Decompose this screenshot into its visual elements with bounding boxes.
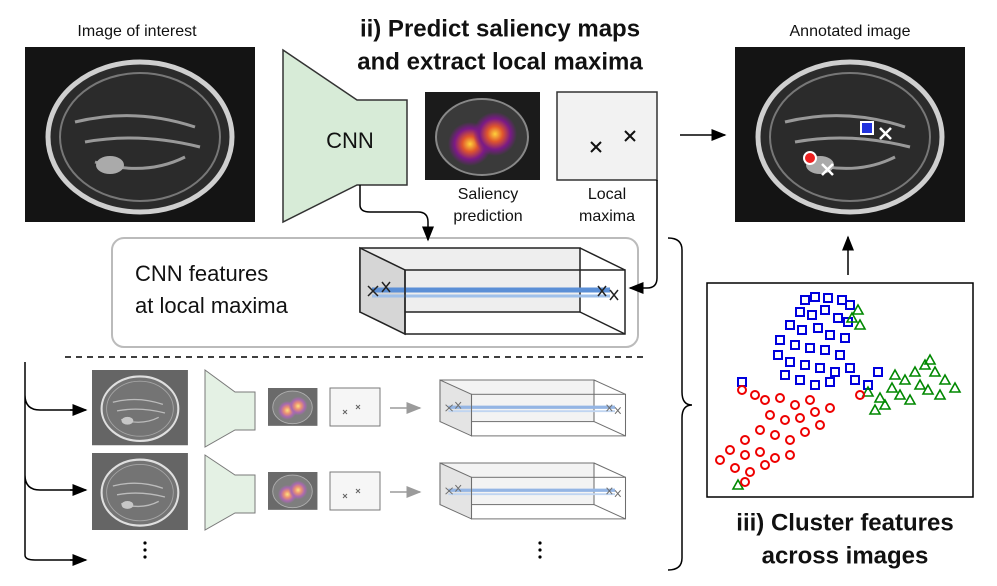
row [90, 368, 628, 448]
ellipsis [143, 541, 542, 559]
branch-lines [24, 362, 82, 561]
saliency-label: Saliency [458, 186, 518, 203]
maxima-marks [590, 130, 636, 153]
annotation [860, 121, 874, 135]
output-label: Annotated image [790, 23, 911, 40]
annotation-marks [821, 127, 892, 176]
maxima-label: Local [588, 186, 626, 203]
step3-title: across images [762, 542, 929, 569]
input-image [25, 47, 255, 222]
step2-title: ii) Predict saliency maps [360, 15, 640, 42]
maxima-box [556, 91, 658, 181]
cluster-plot [706, 282, 974, 498]
saliency-map [424, 91, 541, 181]
output-image [735, 47, 965, 222]
input-label: Image of interest [77, 23, 197, 40]
annotation [803, 151, 817, 165]
brace [667, 237, 693, 571]
maxima-label: maxima [579, 208, 635, 225]
arrow [628, 180, 658, 294]
step3-title: iii) Cluster features [736, 509, 953, 536]
row [90, 451, 628, 532]
features-label: CNN features [135, 261, 268, 286]
arrow [359, 185, 434, 242]
features-label: at local maxima [135, 293, 289, 318]
step2-title: and extract local maxima [357, 48, 643, 75]
saliency-label: prediction [453, 208, 522, 225]
cnn-block [282, 48, 408, 224]
cnn-label: CNN [326, 128, 374, 153]
